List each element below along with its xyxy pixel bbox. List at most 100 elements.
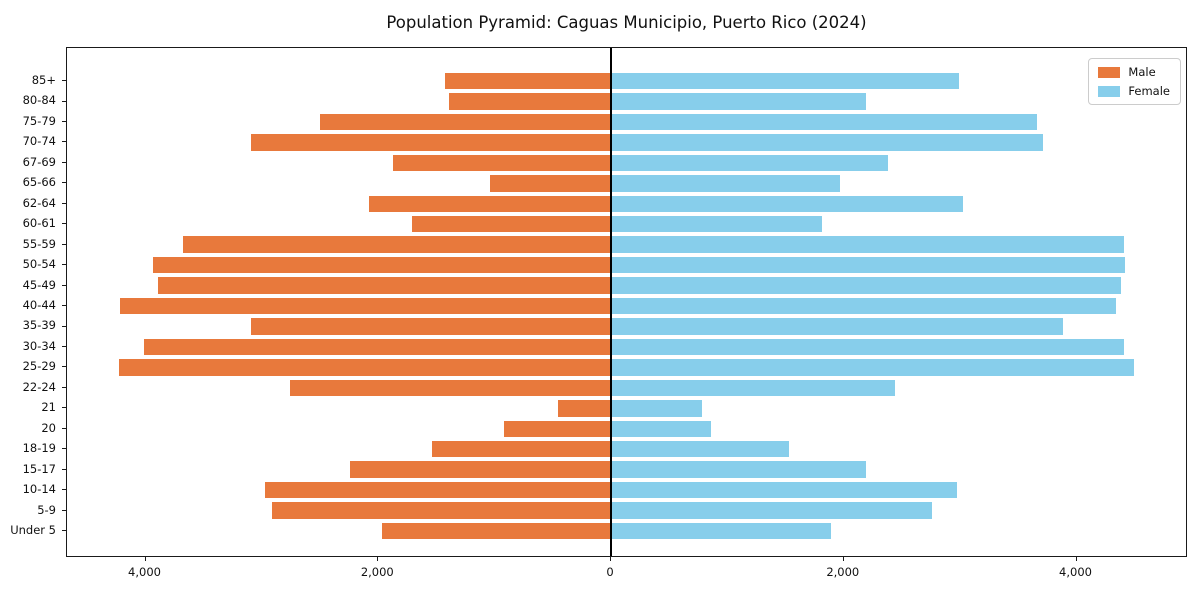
male-bar xyxy=(431,440,611,458)
female-bar xyxy=(611,236,1125,253)
y-axis-label: 30-34 xyxy=(22,338,56,353)
y-tick-mark xyxy=(62,509,66,511)
female-bar xyxy=(611,359,1134,376)
male-bar xyxy=(368,195,611,212)
legend-female-label: Female xyxy=(1128,84,1170,98)
y-axis-label: 65-66 xyxy=(22,175,56,190)
female-bar xyxy=(611,379,895,397)
y-axis-label: 35-39 xyxy=(22,318,56,333)
male-bar xyxy=(272,502,611,519)
y-tick-mark xyxy=(62,468,66,470)
zero-axis-line xyxy=(610,48,612,556)
female-bar xyxy=(611,420,712,437)
x-axis-tick-label: 2,000 xyxy=(360,565,394,579)
male-bar xyxy=(393,154,611,172)
y-axis-label: 62-64 xyxy=(22,195,56,210)
female-bar xyxy=(611,134,1043,151)
y-axis-label: 55-59 xyxy=(22,236,56,251)
x-axis-tick-label: 2,000 xyxy=(826,565,860,579)
female-color-swatch-icon xyxy=(1098,85,1121,97)
y-axis-label: 18-19 xyxy=(22,441,56,456)
y-tick-mark xyxy=(62,161,66,163)
y-tick-mark xyxy=(62,489,66,491)
y-tick-mark xyxy=(62,448,66,450)
x-tick-mark xyxy=(377,557,379,561)
female-bar xyxy=(611,440,790,458)
y-axis-label: 80-84 xyxy=(22,93,56,108)
legend-item-female: Female xyxy=(1098,85,1170,97)
y-tick-mark xyxy=(62,202,66,204)
y-tick-mark xyxy=(62,100,66,102)
y-axis-label: 10-14 xyxy=(22,482,56,497)
x-axis-tick-label: 4,000 xyxy=(128,565,161,579)
male-bar xyxy=(503,420,611,437)
female-bar xyxy=(611,318,1063,335)
male-bar xyxy=(320,113,611,131)
male-bar xyxy=(412,215,611,233)
y-axis-label: Under 5 xyxy=(10,522,56,537)
x-tick-mark xyxy=(1075,557,1077,561)
y-axis-label: 60-61 xyxy=(22,216,56,231)
male-bar xyxy=(144,338,611,356)
male-bar xyxy=(158,277,611,294)
y-tick-mark xyxy=(62,243,66,245)
y-tick-mark xyxy=(62,325,66,327)
female-bar xyxy=(611,195,963,212)
y-axis-label: 20 xyxy=(41,420,56,435)
male-bar xyxy=(444,72,611,90)
legend-male-label: Male xyxy=(1128,65,1156,79)
female-bar xyxy=(611,400,702,417)
y-tick-mark xyxy=(62,80,66,81)
y-axis-label: 50-54 xyxy=(22,257,56,272)
male-bar xyxy=(490,175,611,192)
female-bar xyxy=(611,175,841,192)
male-bar xyxy=(251,318,611,335)
y-axis-label: 22-24 xyxy=(22,379,56,394)
male-bar xyxy=(118,359,611,376)
male-bar xyxy=(265,481,611,499)
female-bar xyxy=(611,297,1117,315)
y-axis-label: 25-29 xyxy=(22,359,56,374)
male-bar xyxy=(557,400,611,417)
y-tick-mark xyxy=(62,407,66,409)
male-bar xyxy=(350,461,611,478)
male-bar xyxy=(289,379,611,397)
female-bar xyxy=(611,338,1125,356)
female-bar xyxy=(611,256,1126,274)
y-axis-label: 40-44 xyxy=(22,297,56,312)
male-bar xyxy=(449,93,611,110)
plot-area: Male Female xyxy=(66,47,1187,557)
y-tick-mark xyxy=(62,305,66,306)
y-tick-mark xyxy=(62,120,66,122)
male-color-swatch-icon xyxy=(1098,66,1121,78)
y-axis-label: 21 xyxy=(41,400,56,415)
y-axis-label: 5-9 xyxy=(37,502,56,517)
x-tick-mark xyxy=(610,557,611,561)
female-bar xyxy=(611,154,888,172)
y-tick-mark xyxy=(62,284,66,286)
y-tick-mark xyxy=(62,264,66,266)
x-axis-tick-label: 0 xyxy=(606,565,614,579)
legend-item-male: Male xyxy=(1098,66,1170,78)
legend: Male Female xyxy=(1088,58,1181,105)
y-axis-label: 67-69 xyxy=(22,154,56,169)
y-tick-mark xyxy=(62,386,66,388)
female-bar xyxy=(611,113,1037,131)
female-bar xyxy=(611,72,959,90)
male-bar xyxy=(119,297,611,315)
y-tick-mark xyxy=(62,345,66,347)
y-tick-mark xyxy=(62,366,66,368)
female-bar xyxy=(611,215,822,233)
y-axis-label: 70-74 xyxy=(22,134,56,149)
y-tick-mark xyxy=(62,427,66,429)
female-bar xyxy=(611,522,831,540)
y-axis-label: 15-17 xyxy=(22,461,56,476)
female-bar xyxy=(611,93,866,110)
y-tick-mark xyxy=(62,141,66,143)
male-bar xyxy=(251,134,611,151)
male-bar xyxy=(381,522,611,540)
y-tick-mark xyxy=(62,530,66,531)
y-axis-label: 75-79 xyxy=(22,113,56,128)
male-bar xyxy=(152,256,611,274)
